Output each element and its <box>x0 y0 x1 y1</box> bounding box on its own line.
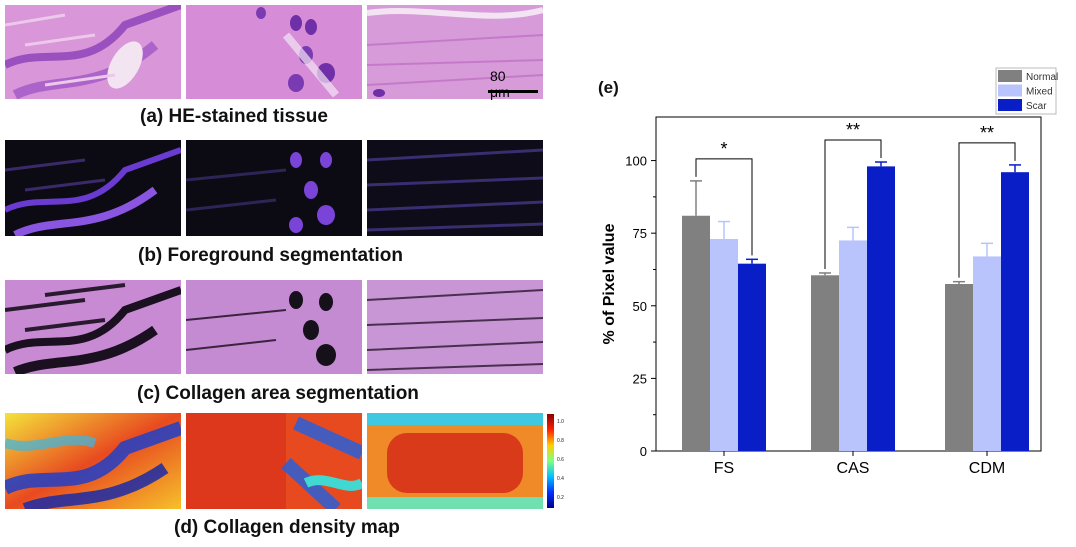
bar-normal <box>945 284 973 451</box>
collagen-image-1 <box>5 280 181 374</box>
legend-swatch <box>998 84 1022 97</box>
bar-chart: 0 25 50 75 100 % of Pixel value FS * CAS ** CDM ** N… <box>601 67 1058 477</box>
bar-scar <box>738 263 766 451</box>
colorbar <box>547 414 554 508</box>
colorbar-tick: 0.8 <box>557 438 564 444</box>
collagen-image-3 <box>367 280 543 374</box>
significance-bracket <box>958 142 1016 278</box>
y-tick-label: 0 <box>640 444 647 459</box>
density-map-2 <box>186 413 362 509</box>
legend-label: Scar <box>1026 101 1047 112</box>
significance-bracket <box>695 158 753 256</box>
scale-bar-label: 80 μm <box>490 68 510 100</box>
x-tick-label: CDM <box>969 460 1005 477</box>
panel-b-caption: (b) Foreground segmentation <box>138 245 403 266</box>
colorbar-tick: 0.6 <box>557 457 564 463</box>
foreground-image-1 <box>5 140 181 236</box>
collagen-image-2 <box>186 280 362 374</box>
panel-d-caption: (d) Collagen density map <box>174 517 400 538</box>
panel-e-label: (e) <box>598 78 619 97</box>
significance-marker: ** <box>980 123 994 143</box>
foreground-image-3 <box>367 140 543 236</box>
legend-swatch <box>998 99 1022 111</box>
panel-c-caption: (c) Collagen area segmentation <box>137 383 419 404</box>
significance-bracket <box>824 139 882 269</box>
legend-label: Normal <box>1026 72 1058 83</box>
legend-label: Mixed <box>1026 87 1053 98</box>
panel-a-caption: (a) HE-stained tissue <box>140 106 328 127</box>
bar-mixed <box>710 238 738 451</box>
significance-marker: ** <box>846 120 860 140</box>
bar-scar <box>867 166 895 452</box>
he-image-3 <box>367 5 543 99</box>
y-axis-label: % of Pixel value <box>601 223 618 344</box>
bar-mixed <box>973 256 1001 451</box>
he-image-1 <box>5 5 181 99</box>
colorbar-tick: 1.0 <box>557 419 564 425</box>
foreground-image-2 <box>186 140 362 236</box>
colorbar-tick: 0.4 <box>557 476 564 482</box>
he-image-2 <box>186 5 362 99</box>
bar-mixed <box>839 240 867 451</box>
x-tick-label: CAS <box>837 460 870 477</box>
y-tick-label: 25 <box>633 371 647 386</box>
significance-marker: * <box>720 139 727 159</box>
bar-scar <box>1001 172 1029 451</box>
density-map-1 <box>5 413 181 509</box>
colorbar-tick: 0.2 <box>557 495 564 501</box>
x-tick-label: FS <box>714 460 734 477</box>
y-tick-label: 50 <box>633 299 647 314</box>
bar-normal <box>811 275 839 451</box>
colorbar-ticks: 1.0 0.8 0.6 0.4 0.2 <box>557 413 564 508</box>
scale-bar <box>488 90 538 93</box>
y-tick-label: 100 <box>625 154 647 169</box>
y-tick-label: 75 <box>633 226 647 241</box>
bar-normal <box>682 215 710 451</box>
density-map-3 <box>367 413 543 509</box>
legend-swatch <box>998 70 1022 82</box>
